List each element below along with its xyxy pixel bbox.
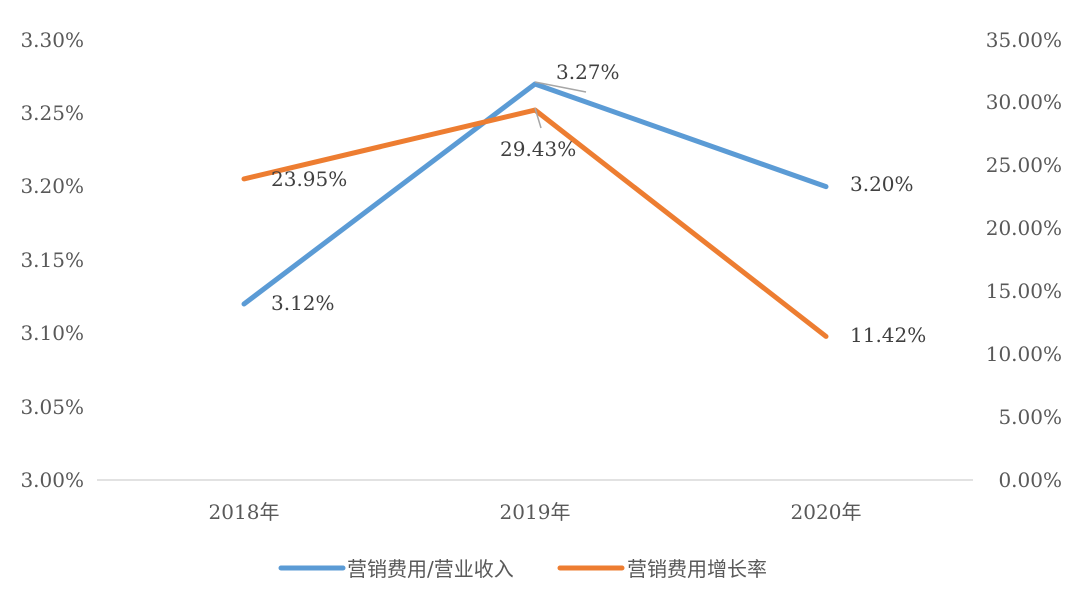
x-tick-label: 2018年: [209, 500, 280, 524]
x-tick-label: 2020年: [791, 500, 862, 524]
right-tick-label: 35.00%: [986, 28, 1062, 52]
left-tick-label: 3.30%: [20, 28, 84, 52]
right-tick-label: 20.00%: [986, 216, 1062, 240]
right-tick-label: 25.00%: [986, 153, 1062, 177]
right-axis-ticks: 0.00% 5.00% 10.00% 15.00% 20.00% 25.00% …: [986, 28, 1062, 492]
left-tick-label: 3.20%: [20, 174, 84, 198]
left-tick-label: 3.00%: [20, 468, 84, 492]
right-tick-label: 15.00%: [986, 279, 1062, 303]
right-tick-label: 0.00%: [998, 468, 1062, 492]
data-labels: 3.12% 3.27% 3.20% 23.95% 29.43% 11.42%: [271, 60, 926, 347]
leader-line: [534, 107, 542, 129]
left-tick-label: 3.05%: [20, 395, 84, 419]
leader-line: [534, 81, 587, 93]
data-label-orange-2018: 23.95%: [271, 167, 347, 191]
data-label-blue-2018: 3.12%: [271, 291, 335, 315]
data-label-orange-2020: 11.42%: [850, 323, 926, 347]
legend-label-orange: 营销费用增长率: [627, 557, 767, 581]
right-tick-label: 30.00%: [986, 90, 1062, 114]
left-tick-label: 3.15%: [20, 248, 84, 272]
right-tick-label: 10.00%: [986, 342, 1062, 366]
data-label-blue-2020: 3.20%: [850, 172, 914, 196]
data-label-orange-2019: 29.43%: [500, 137, 576, 161]
legend-label-blue: 营销费用/营业收入: [347, 557, 514, 581]
right-tick-label: 5.00%: [998, 405, 1062, 429]
left-tick-label: 3.10%: [20, 321, 84, 345]
data-label-blue-2019: 3.27%: [556, 60, 620, 84]
left-axis-ticks: 3.00% 3.05% 3.10% 3.15% 3.20% 3.25% 3.30…: [20, 28, 84, 492]
left-tick-label: 3.25%: [20, 101, 84, 125]
x-axis-ticks: 2018年 2019年 2020年: [209, 500, 862, 524]
x-tick-label: 2019年: [500, 500, 571, 524]
legend: 营销费用/营业收入 营销费用增长率: [278, 557, 767, 581]
